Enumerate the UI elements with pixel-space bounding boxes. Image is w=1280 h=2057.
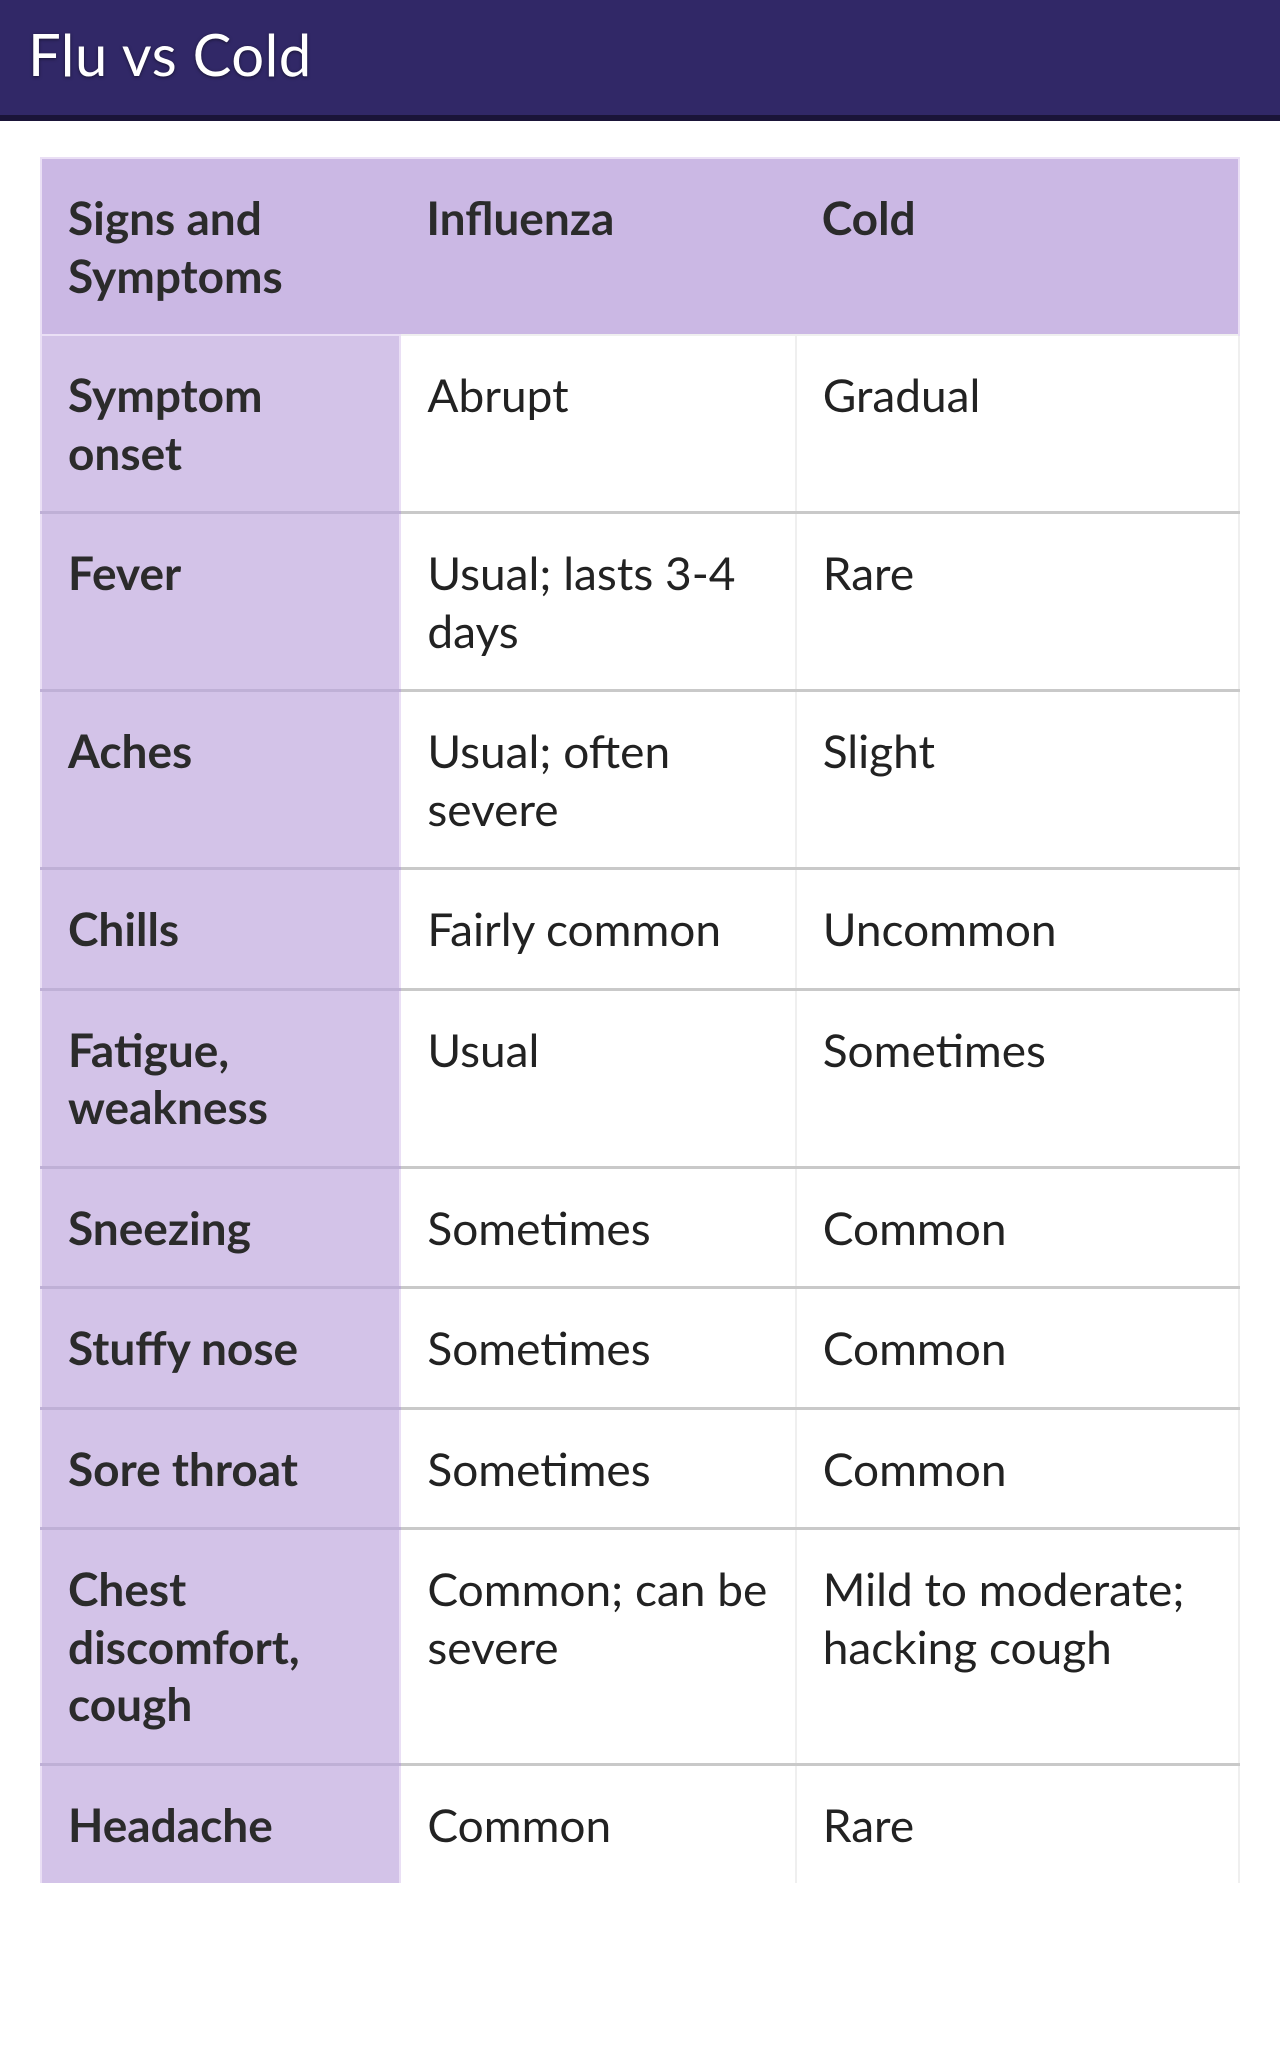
- cell-influenza: Usual; lasts 3-4 days: [400, 513, 795, 691]
- col-header-cold: Cold: [796, 158, 1239, 335]
- cell-cold: Uncommon: [796, 869, 1239, 990]
- cell-influenza: Sometimes: [400, 1408, 795, 1529]
- table-row: Aches Usual; often severe Slight: [41, 691, 1239, 869]
- cell-cold: Gradual: [796, 335, 1239, 513]
- table-row: Symptom onset Abrupt Gradual: [41, 335, 1239, 513]
- cell-cold: Rare: [796, 1764, 1239, 1883]
- table-row: Stuffy nose Sometimes Common: [41, 1288, 1239, 1409]
- row-label: Fatigue, weakness: [41, 989, 400, 1167]
- cell-cold: Common: [796, 1288, 1239, 1409]
- table-row: Fever Usual; lasts 3-4 days Rare: [41, 513, 1239, 691]
- row-label: Chills: [41, 869, 400, 990]
- cell-influenza: Usual: [400, 989, 795, 1167]
- col-header-influenza: Influenza: [400, 158, 795, 335]
- table-row: Fatigue, weakness Usual Sometimes: [41, 989, 1239, 1167]
- content-area: Signs and Symptoms Influenza Cold Sympto…: [0, 121, 1280, 1883]
- cell-influenza: Fairly common: [400, 869, 795, 990]
- row-label: Aches: [41, 691, 400, 869]
- row-label: Symptom onset: [41, 335, 400, 513]
- cell-influenza: Usual; often severe: [400, 691, 795, 869]
- cell-cold: Rare: [796, 513, 1239, 691]
- row-label: Sore throat: [41, 1408, 400, 1529]
- cell-influenza: Sometimes: [400, 1288, 795, 1409]
- row-label: Headache: [41, 1764, 400, 1883]
- cell-influenza: Abrupt: [400, 335, 795, 513]
- cell-cold: Sometimes: [796, 989, 1239, 1167]
- row-label: Chest discomfort, cough: [41, 1529, 400, 1765]
- cell-influenza: Common; can be severe: [400, 1529, 795, 1765]
- table-body: Symptom onset Abrupt Gradual Fever Usual…: [41, 335, 1239, 1883]
- table-row: Chest discomfort, cough Common; can be s…: [41, 1529, 1239, 1765]
- cell-cold: Mild to moderate; hacking cough: [796, 1529, 1239, 1765]
- row-label: Fever: [41, 513, 400, 691]
- table-row: Headache Common Rare: [41, 1764, 1239, 1883]
- page-title: Flu vs Cold: [28, 20, 1252, 89]
- row-label: Sneezing: [41, 1167, 400, 1288]
- col-header-symptoms: Signs and Symptoms: [41, 158, 400, 335]
- comparison-table: Signs and Symptoms Influenza Cold Sympto…: [40, 157, 1240, 1883]
- cell-cold: Slight: [796, 691, 1239, 869]
- table-row: Sore throat Sometimes Common: [41, 1408, 1239, 1529]
- cell-cold: Common: [796, 1408, 1239, 1529]
- table-header-row: Signs and Symptoms Influenza Cold: [41, 158, 1239, 335]
- table-row: Sneezing Sometimes Common: [41, 1167, 1239, 1288]
- row-label: Stuffy nose: [41, 1288, 400, 1409]
- cell-influenza: Sometimes: [400, 1167, 795, 1288]
- table-row: Chills Fairly common Uncommon: [41, 869, 1239, 990]
- cell-influenza: Common: [400, 1764, 795, 1883]
- page-header: Flu vs Cold: [0, 0, 1280, 121]
- cell-cold: Common: [796, 1167, 1239, 1288]
